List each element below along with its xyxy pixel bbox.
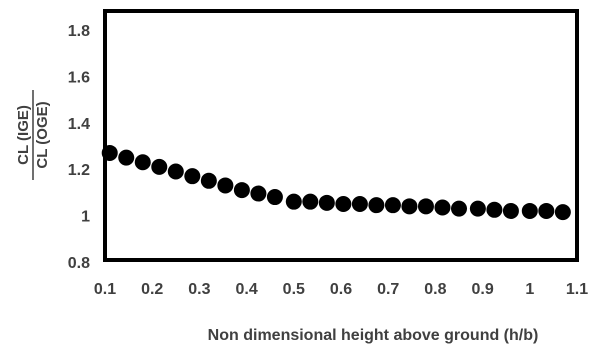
data-point: [118, 149, 135, 166]
x-axis-label: Non dimensional height above ground (h/b…: [208, 327, 539, 344]
y-tick-labels: 0.8 1 1.2 1.4 1.6 1.8: [68, 23, 90, 272]
x-tick-labels: 0.1 0.2 0.3 0.4 0.5 0.6 0.7 0.8 0.9 1 1.1: [94, 281, 588, 298]
data-point: [285, 193, 302, 210]
y-tick-label: 1.6: [68, 69, 90, 86]
data-point: [134, 154, 151, 171]
data-point: [486, 201, 503, 218]
data-point: [554, 204, 571, 221]
x-tick-label: 0.9: [471, 281, 493, 298]
x-tick-label: 0.4: [235, 281, 257, 298]
data-point: [538, 202, 555, 219]
x-tick-label: 0.6: [330, 281, 352, 298]
x-tick-label: 0.2: [141, 281, 163, 298]
data-point: [401, 198, 418, 215]
data-point: [266, 189, 283, 206]
y-tick-label: 1: [81, 209, 90, 226]
x-tick-label: 1.1: [566, 281, 588, 298]
data-point: [451, 200, 467, 217]
data-point: [200, 172, 217, 189]
x-tick-label: 1: [525, 281, 534, 298]
x-tick-label: 0.3: [188, 281, 210, 298]
data-point: [233, 182, 250, 199]
data-point: [469, 200, 486, 217]
data-point: [151, 158, 168, 175]
data-points: [101, 144, 571, 221]
data-point: [167, 163, 184, 180]
data-point: [318, 194, 335, 211]
data-point: [384, 197, 401, 214]
data-point: [302, 193, 319, 210]
x-tick-label: 0.8: [424, 281, 446, 298]
data-point: [368, 197, 385, 214]
data-point: [417, 198, 434, 215]
x-tick-label: 0.5: [283, 281, 305, 298]
y-tick-label: 1.4: [68, 116, 90, 133]
data-point: [502, 202, 519, 219]
data-point: [434, 199, 451, 216]
data-point: [184, 168, 201, 185]
data-point: [250, 185, 267, 202]
y-axis-label-denominator: CL (OGE): [34, 101, 51, 168]
data-point: [335, 196, 352, 212]
x-tick-label: 0.7: [377, 281, 399, 298]
data-point: [521, 202, 538, 219]
x-tick-label: 0.1: [94, 281, 116, 298]
y-tick-label: 1.8: [68, 23, 90, 40]
plot-area-frame: [103, 9, 579, 262]
data-point: [217, 177, 234, 194]
y-axis-label-numerator: CL (IGE): [15, 105, 32, 165]
y-axis-label: CL (IGE) CL (OGE): [15, 90, 51, 180]
data-point: [351, 196, 368, 212]
y-tick-label: 1.2: [68, 162, 90, 179]
y-tick-label: 0.8: [68, 255, 90, 272]
